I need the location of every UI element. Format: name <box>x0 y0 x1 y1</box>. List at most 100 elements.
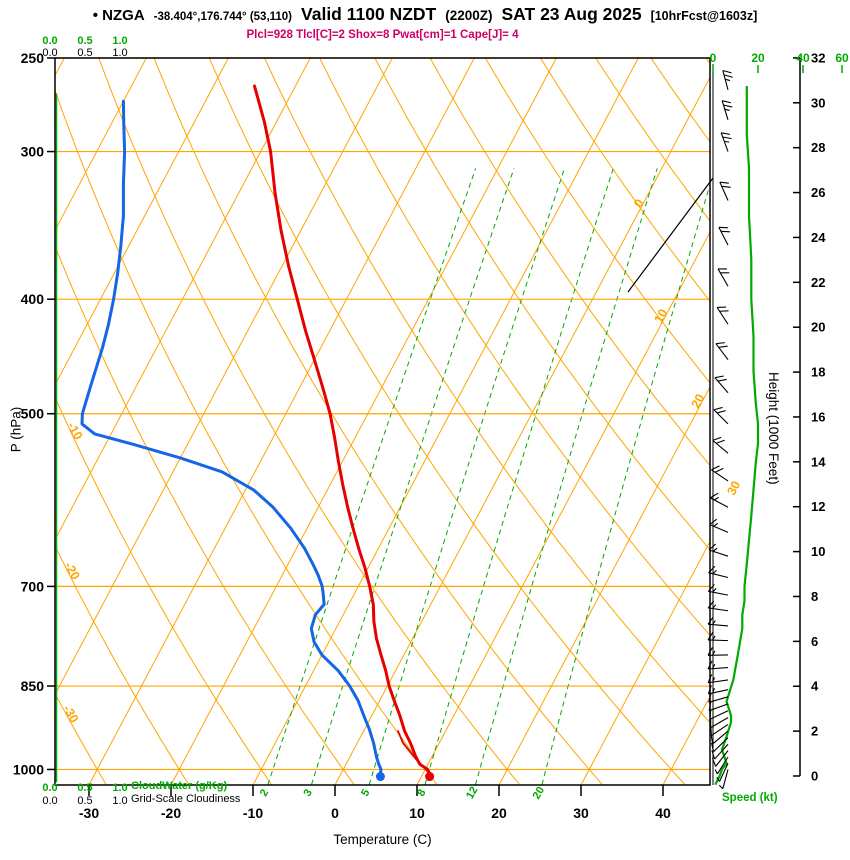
isotherm-0 <box>334 76 710 785</box>
wind-barb-shaft <box>718 227 729 246</box>
wind-barb-full-tick <box>710 726 712 736</box>
height-tick-label-26: 26 <box>811 185 825 200</box>
isotherm--50 <box>55 58 311 541</box>
wind-barb-shaft <box>714 743 729 760</box>
isotherm--30 <box>88 58 475 785</box>
wind-barb-half-tick <box>724 140 730 143</box>
isotherm-lines <box>55 58 710 785</box>
isotherm-30 <box>580 540 710 785</box>
dry-adiabat-40 <box>208 58 686 785</box>
cloudwater-bottom-tick-2: 1.0 <box>112 782 127 794</box>
height-tick-label-0: 0 <box>811 769 818 784</box>
wind-barb-full-tick <box>720 230 730 233</box>
wind-barb-half-tick <box>712 635 716 641</box>
wind-barb-full-tick <box>719 181 729 184</box>
pressure-tick-label-300: 300 <box>21 144 45 160</box>
wind-barb-full-tick <box>714 467 724 473</box>
mixing-ratio-label-12: 12 <box>464 785 481 802</box>
isotherm-20 <box>498 385 710 785</box>
wind-barb-shaft <box>712 439 729 454</box>
temperature-trace <box>253 84 432 775</box>
height-tick-label-20: 20 <box>811 320 825 335</box>
cloudwater-legend-label: CloudWater (g/Kg) <box>131 780 228 792</box>
wind-barb-shaft <box>714 377 729 394</box>
wind-barb-half-tick <box>725 78 731 82</box>
station-coordinates: -38.404°,176.744° (53,110) <box>153 11 293 23</box>
aux-line-0 <box>627 177 714 293</box>
wind-barb-full-tick <box>709 518 718 525</box>
dry-adiabat-30 <box>153 58 603 785</box>
height-tick-label-30: 30 <box>811 95 825 110</box>
wind-barb-half-tick <box>724 108 730 111</box>
wind-barb-shaft <box>708 667 729 670</box>
height-tick-label-12: 12 <box>811 499 825 514</box>
isotherm-label-10: 10 <box>652 307 671 326</box>
wind-barb-full-tick <box>710 492 719 499</box>
cloudwater-bottom-tick-0: 0.0 <box>42 782 57 794</box>
cloudwater-top-tick-1: 0.5 <box>77 35 92 47</box>
wind-barb-full-tick <box>711 757 717 767</box>
wind-barb-half-tick <box>712 677 716 683</box>
wind-barb-full-tick <box>718 226 728 229</box>
wind-barb-half-tick <box>712 588 717 593</box>
wind-barb-shaft <box>719 181 729 201</box>
wind-barb-full-tick <box>713 406 723 411</box>
pressure-tick-label-500: 500 <box>21 406 45 422</box>
wind-barb-full-tick <box>707 600 715 609</box>
speed-tick-label-40: 40 <box>796 51 810 65</box>
wind-barb-shaft <box>710 497 729 508</box>
plot-border <box>54 57 711 786</box>
speed-tick-label-60: 60 <box>835 51 849 65</box>
forecast-hour: [10hrFcst@1603z] <box>650 9 758 23</box>
dry-adiabat--10 <box>55 395 272 785</box>
pressure-tick-label-250: 250 <box>21 50 45 66</box>
wind-barb-half-tick <box>716 776 720 782</box>
height-tick-label-2: 2 <box>811 724 818 739</box>
wind-barb-shaft <box>711 469 729 482</box>
dry-adiabat-70 <box>374 58 710 551</box>
height-tick-label-10: 10 <box>811 544 825 559</box>
temperature-tick-label-30: 30 <box>573 805 589 821</box>
valid-time: Valid 1100 NZDT <box>301 4 437 24</box>
isotherm--60 <box>55 58 229 387</box>
wind-barb-shaft <box>708 679 729 684</box>
wind-barb-half-tick <box>712 547 718 552</box>
wind-barb-shaft <box>708 689 729 695</box>
wind-barb-full-tick <box>710 742 715 752</box>
wind-barb-shaft <box>715 343 729 360</box>
height-tick-label-6: 6 <box>811 634 818 649</box>
mixing-ratio-line-12 <box>475 168 658 785</box>
wind-barb-shaft <box>709 703 729 712</box>
wind-barb-shaft <box>721 100 729 120</box>
wind-barb-full-tick <box>716 410 726 414</box>
wind-barb-full-tick <box>721 185 731 188</box>
height-tick-label-16: 16 <box>811 409 825 424</box>
wind-barb-full-tick <box>723 74 733 78</box>
height-tick-label-14: 14 <box>811 454 826 469</box>
wind-barb-half-tick <box>712 569 717 575</box>
isotherm--70 <box>55 58 147 232</box>
wind-barb-full-tick <box>721 132 731 135</box>
pressure-axis-title: P (hPa) <box>8 406 24 453</box>
wind-barb-full-tick <box>723 104 733 108</box>
dry-adiabat-60 <box>319 58 710 637</box>
wind-barb-shaft <box>722 70 729 90</box>
temperature-axis-title: Temperature (C) <box>333 832 432 847</box>
cloudwater-top-tick-2: 1.0 <box>112 35 127 47</box>
wind-barb-shaft <box>711 723 729 737</box>
pressure-tick-label-1000: 1000 <box>13 761 44 777</box>
wind-barb-shaft <box>710 717 729 729</box>
cloudwater-bottom-tick-1: 0.5 <box>77 782 92 794</box>
temperature-tick-label--20: -20 <box>161 805 181 821</box>
mixing-ratio-lines <box>267 168 710 785</box>
wind-barb-full-tick <box>722 136 732 140</box>
isotherm-label-20: 20 <box>688 392 707 411</box>
height-tick-label-22: 22 <box>811 275 825 290</box>
cloudiness-bottom-tick-0: 0.0 <box>42 795 57 807</box>
cloudiness-bottom-tick-1: 0.5 <box>77 795 92 807</box>
wind-barb-shaft <box>716 307 729 325</box>
wind-barb-half-tick <box>712 687 715 694</box>
valid-time-z: (2200Z) <box>445 8 493 23</box>
dry-adiabat-20 <box>98 58 520 785</box>
valid-date: SAT 23 Aug 2025 <box>501 4 642 24</box>
